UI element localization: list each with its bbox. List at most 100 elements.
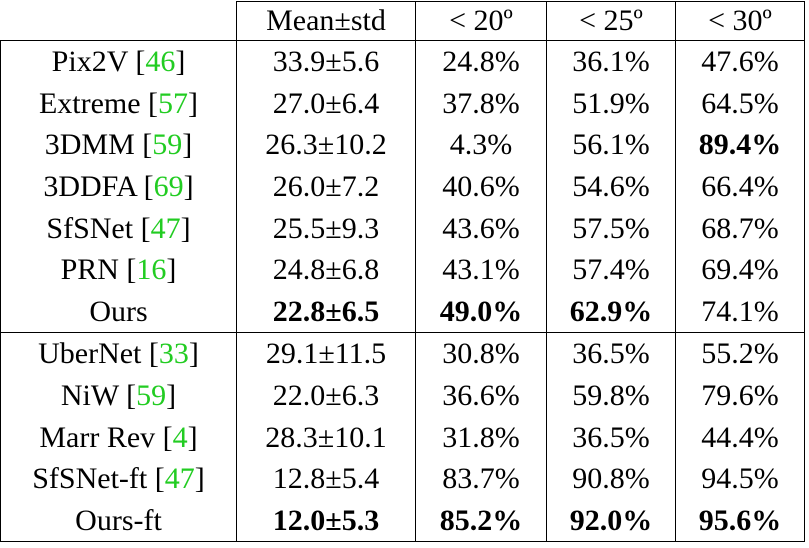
header-cell: Mean±std [236, 1, 416, 41]
citation-end: ] [187, 420, 198, 454]
value-cell: 26.0±7.2 [236, 165, 416, 208]
method-cell: Pix2V [46] [0, 39, 237, 83]
value-cell: 62.9% [546, 290, 676, 333]
citation: 33 [158, 337, 189, 371]
header-row: Mean±std < 20º < 25º < 30º [0, 1, 805, 41]
value-cell: 68.7% [675, 207, 805, 249]
citation: 16 [136, 253, 167, 287]
value-cell: 49.0% [415, 290, 547, 333]
value-cell: 33.9±5.6 [236, 39, 416, 83]
citation-end: ] [175, 45, 186, 79]
value-cell: 22.0±6.3 [236, 374, 416, 417]
value-cell: 92.0% [546, 499, 676, 543]
value-cell: 59.8% [546, 374, 676, 417]
method-name: NiW [ [60, 379, 137, 413]
corner-cell [0, 1, 237, 41]
citation: 57 [158, 86, 189, 120]
value-cell: 37.8% [415, 82, 547, 125]
table-row: Ours 22.8±6.5 49.0% 62.9% 74.1% [0, 290, 805, 333]
method-cell: SfSNet-ft [47] [0, 457, 237, 500]
value-cell: 24.8% [415, 39, 547, 83]
value-cell: 22.8±6.5 [236, 290, 416, 333]
value-cell: 30.8% [415, 332, 547, 375]
value-cell: 24.8±6.8 [236, 248, 416, 291]
citation-end: ] [194, 462, 205, 496]
method-name: SfSNet-ft [ [32, 462, 165, 496]
method-cell: Ours [0, 290, 237, 333]
value-cell: 94.5% [675, 457, 805, 500]
method-name: Extreme [ [38, 86, 159, 120]
value-cell: 74.1% [675, 290, 805, 333]
value-cell: 40.6% [415, 165, 547, 208]
method-cell: 3DDFA [69] [0, 165, 237, 208]
value-cell: 85.2% [415, 499, 547, 543]
method-cell: NiW [59] [0, 374, 237, 417]
value-cell: 43.1% [415, 248, 547, 291]
value-cell: 83.7% [415, 457, 547, 500]
value-cell: 47.6% [675, 39, 805, 83]
value-cell: 36.6% [415, 374, 547, 417]
method-name: SfSNet [ [46, 211, 151, 245]
value-cell: 79.6% [675, 374, 805, 417]
value-cell: 90.8% [546, 457, 676, 500]
method-cell: Ours-ft [0, 499, 237, 543]
table-row: UberNet [33] 29.1±11.5 30.8% 36.5% 55.2% [0, 332, 805, 375]
value-cell: 89.4% [675, 124, 805, 166]
value-cell: 36.5% [546, 416, 676, 458]
method-cell: Marr Rev [4] [0, 416, 237, 458]
method-name: Pix2V [ [51, 45, 146, 79]
method-name: UberNet [ [38, 337, 159, 371]
value-cell: 56.1% [546, 124, 676, 166]
table-row: SfSNet-ft [47] 12.8±5.4 83.7% 90.8% 94.5% [0, 457, 805, 500]
value-cell: 36.5% [546, 332, 676, 375]
value-cell: 64.5% [675, 82, 805, 125]
citation-end: ] [188, 86, 199, 120]
citation-end: ] [183, 170, 194, 204]
value-cell: 26.3±10.2 [236, 124, 416, 166]
header-cell: < 20º [415, 1, 547, 41]
value-cell: 44.4% [675, 416, 805, 458]
value-cell: 69.4% [675, 248, 805, 291]
citation: 4 [172, 420, 188, 454]
citation: 59 [136, 379, 167, 413]
table-row: 3DDFA [69] 26.0±7.2 40.6% 54.6% 66.4% [0, 165, 805, 208]
method-cell: Extreme [57] [0, 82, 237, 125]
table-row: Pix2V [46] 33.9±5.6 24.8% 36.1% 47.6% [0, 39, 805, 83]
value-cell: 36.1% [546, 39, 676, 83]
table-row: PRN [16] 24.8±6.8 43.1% 57.4% 69.4% [0, 248, 805, 291]
citation: 47 [164, 462, 195, 496]
citation: 47 [150, 211, 181, 245]
header-cell: < 30º [675, 1, 805, 41]
value-cell: 4.3% [415, 124, 547, 166]
value-cell: 43.6% [415, 207, 547, 249]
header-cell: < 25º [546, 1, 676, 41]
method-name: 3DMM [ [44, 128, 153, 162]
method-cell: SfSNet [47] [0, 207, 237, 249]
value-cell: 12.0±5.3 [236, 499, 416, 543]
value-cell: 27.0±6.4 [236, 82, 416, 125]
table-row: Ours-ft 12.0±5.3 85.2% 92.0% 95.6% [0, 499, 805, 543]
value-cell: 29.1±11.5 [236, 332, 416, 375]
citation-end: ] [180, 211, 191, 245]
value-cell: 57.5% [546, 207, 676, 249]
citation: 59 [152, 128, 183, 162]
citation: 46 [145, 45, 176, 79]
method-name: Ours [89, 294, 148, 328]
method-cell: UberNet [33] [0, 332, 237, 375]
citation-end: ] [166, 379, 177, 413]
method-cell: 3DMM [59] [0, 124, 237, 166]
value-cell: 55.2% [675, 332, 805, 375]
value-cell: 95.6% [675, 499, 805, 543]
table-row: 3DMM [59] 26.3±10.2 4.3% 56.1% 89.4% [0, 124, 805, 166]
value-cell: 54.6% [546, 165, 676, 208]
citation-end: ] [188, 337, 199, 371]
method-name: PRN [ [60, 253, 137, 287]
citation: 69 [153, 170, 184, 204]
value-cell: 51.9% [546, 82, 676, 125]
method-name: Marr Rev [ [39, 420, 173, 454]
citation-end: ] [182, 128, 193, 162]
table-row: SfSNet [47] 25.5±9.3 43.6% 57.5% 68.7% [0, 207, 805, 249]
method-cell: PRN [16] [0, 248, 237, 291]
